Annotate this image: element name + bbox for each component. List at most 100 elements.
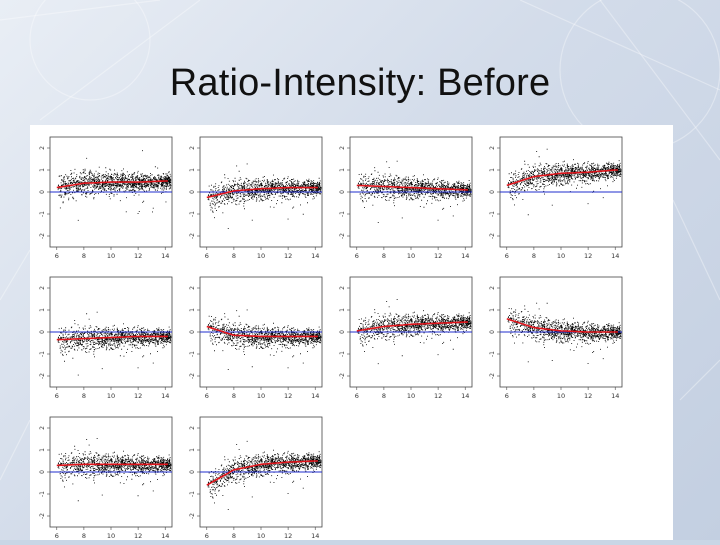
x-tick-label: 12	[134, 252, 142, 260]
x-tick-label: 10	[107, 392, 115, 400]
y-tick-label: 0	[339, 330, 346, 334]
x-tick-label: 14	[461, 252, 469, 260]
y-tick-label: 1	[339, 308, 346, 312]
x-tick-label: 10	[557, 392, 565, 400]
y-tick-label: -1	[39, 211, 46, 217]
x-tick-label: 14	[611, 252, 619, 260]
y-tick-label: -1	[489, 211, 496, 217]
x-tick-label: 6	[55, 532, 59, 540]
y-tick-label: 1	[39, 168, 46, 172]
scatter-points	[207, 440, 322, 510]
x-tick-label: 6	[505, 252, 509, 260]
y-tick-label: -2	[489, 233, 496, 239]
y-tick-label: 1	[489, 168, 496, 172]
y-tick-label: 0	[189, 190, 196, 194]
y-tick-label: -1	[189, 211, 196, 217]
x-tick-label: 12	[434, 252, 442, 260]
x-tick-label: 10	[407, 392, 415, 400]
y-tick-label: -2	[39, 373, 46, 379]
loess-fit-line	[506, 169, 618, 187]
data-points	[507, 148, 622, 216]
y-tick-label: 2	[339, 146, 346, 150]
x-tick-label: 8	[232, 252, 236, 260]
scatter-points	[207, 163, 322, 229]
x-tick-label: 14	[311, 252, 319, 260]
y-tick-label: 0	[39, 330, 46, 334]
y-tick-label: 0	[489, 330, 496, 334]
scatter-points	[507, 148, 622, 216]
y-tick-label: -2	[339, 233, 346, 239]
y-tick-label: -2	[189, 373, 196, 379]
loess-fit-line	[206, 460, 318, 486]
x-tick-label: 8	[382, 392, 386, 400]
x-tick-label: 14	[161, 252, 169, 260]
y-tick-label: 2	[189, 426, 196, 430]
y-tick-label: 0	[39, 190, 46, 194]
x-tick-label: 6	[55, 252, 59, 260]
x-tick-label: 8	[532, 252, 536, 260]
loess-fit-line	[506, 318, 618, 333]
plot-panel-area: 6 8 10 12 14 -2 -1 0 1 2 6 8 10 12 14 -2 -1 0 1 2 6 8 10 12 14 -2…	[30, 125, 673, 540]
data-points	[207, 440, 322, 510]
x-tick-label: 6	[355, 252, 359, 260]
scatter-points	[207, 309, 322, 370]
y-tick-label: -1	[339, 351, 346, 357]
data-points	[207, 163, 322, 229]
x-tick-label: 8	[532, 392, 536, 400]
y-tick-label: -2	[39, 513, 46, 519]
x-tick-label: 12	[584, 392, 592, 400]
x-tick-label: 8	[82, 532, 86, 540]
data-points	[57, 150, 172, 221]
x-tick-label: 6	[355, 392, 359, 400]
y-tick-label: -1	[339, 211, 346, 217]
y-tick-label: 1	[189, 168, 196, 172]
y-tick-label: 2	[39, 426, 46, 430]
y-tick-label: -1	[489, 351, 496, 357]
x-tick-label: 14	[611, 392, 619, 400]
x-tick-label: 12	[434, 392, 442, 400]
y-tick-label: 1	[39, 448, 46, 452]
x-tick-label: 10	[257, 252, 265, 260]
x-tick-label: 12	[284, 532, 292, 540]
x-tick-label: 8	[82, 252, 86, 260]
x-tick-label: 6	[205, 532, 209, 540]
x-tick-label: 6	[205, 392, 209, 400]
y-tick-label: -2	[39, 233, 46, 239]
x-tick-label: 14	[161, 392, 169, 400]
y-tick-label: 0	[189, 330, 196, 334]
y-tick-label: 0	[339, 190, 346, 194]
y-tick-label: 1	[189, 308, 196, 312]
data-points	[507, 302, 622, 364]
y-tick-label: 0	[39, 470, 46, 474]
y-tick-label: -2	[339, 373, 346, 379]
x-tick-label: 10	[557, 252, 565, 260]
y-tick-label: -2	[189, 233, 196, 239]
x-tick-label: 12	[134, 532, 142, 540]
x-tick-label: 14	[311, 532, 319, 540]
y-tick-label: 1	[339, 168, 346, 172]
x-tick-label: 10	[257, 392, 265, 400]
y-tick-label: -1	[189, 491, 196, 497]
y-tick-label: 0	[489, 190, 496, 194]
y-tick-label: -1	[39, 491, 46, 497]
y-tick-label: 2	[189, 146, 196, 150]
y-tick-label: 2	[39, 146, 46, 150]
y-tick-label: 2	[339, 286, 346, 290]
loess-fit-line	[206, 325, 318, 338]
data-points	[207, 309, 322, 370]
x-tick-label: 12	[284, 392, 292, 400]
x-tick-label: 8	[82, 392, 86, 400]
slide-title: Ratio-Intensity: Before	[169, 62, 551, 104]
x-tick-label: 12	[284, 252, 292, 260]
y-tick-label: 2	[39, 286, 46, 290]
loess-fit-line	[56, 180, 168, 189]
loess-fit-line	[356, 184, 468, 191]
y-tick-label: -1	[39, 351, 46, 357]
x-tick-label: 10	[257, 532, 265, 540]
